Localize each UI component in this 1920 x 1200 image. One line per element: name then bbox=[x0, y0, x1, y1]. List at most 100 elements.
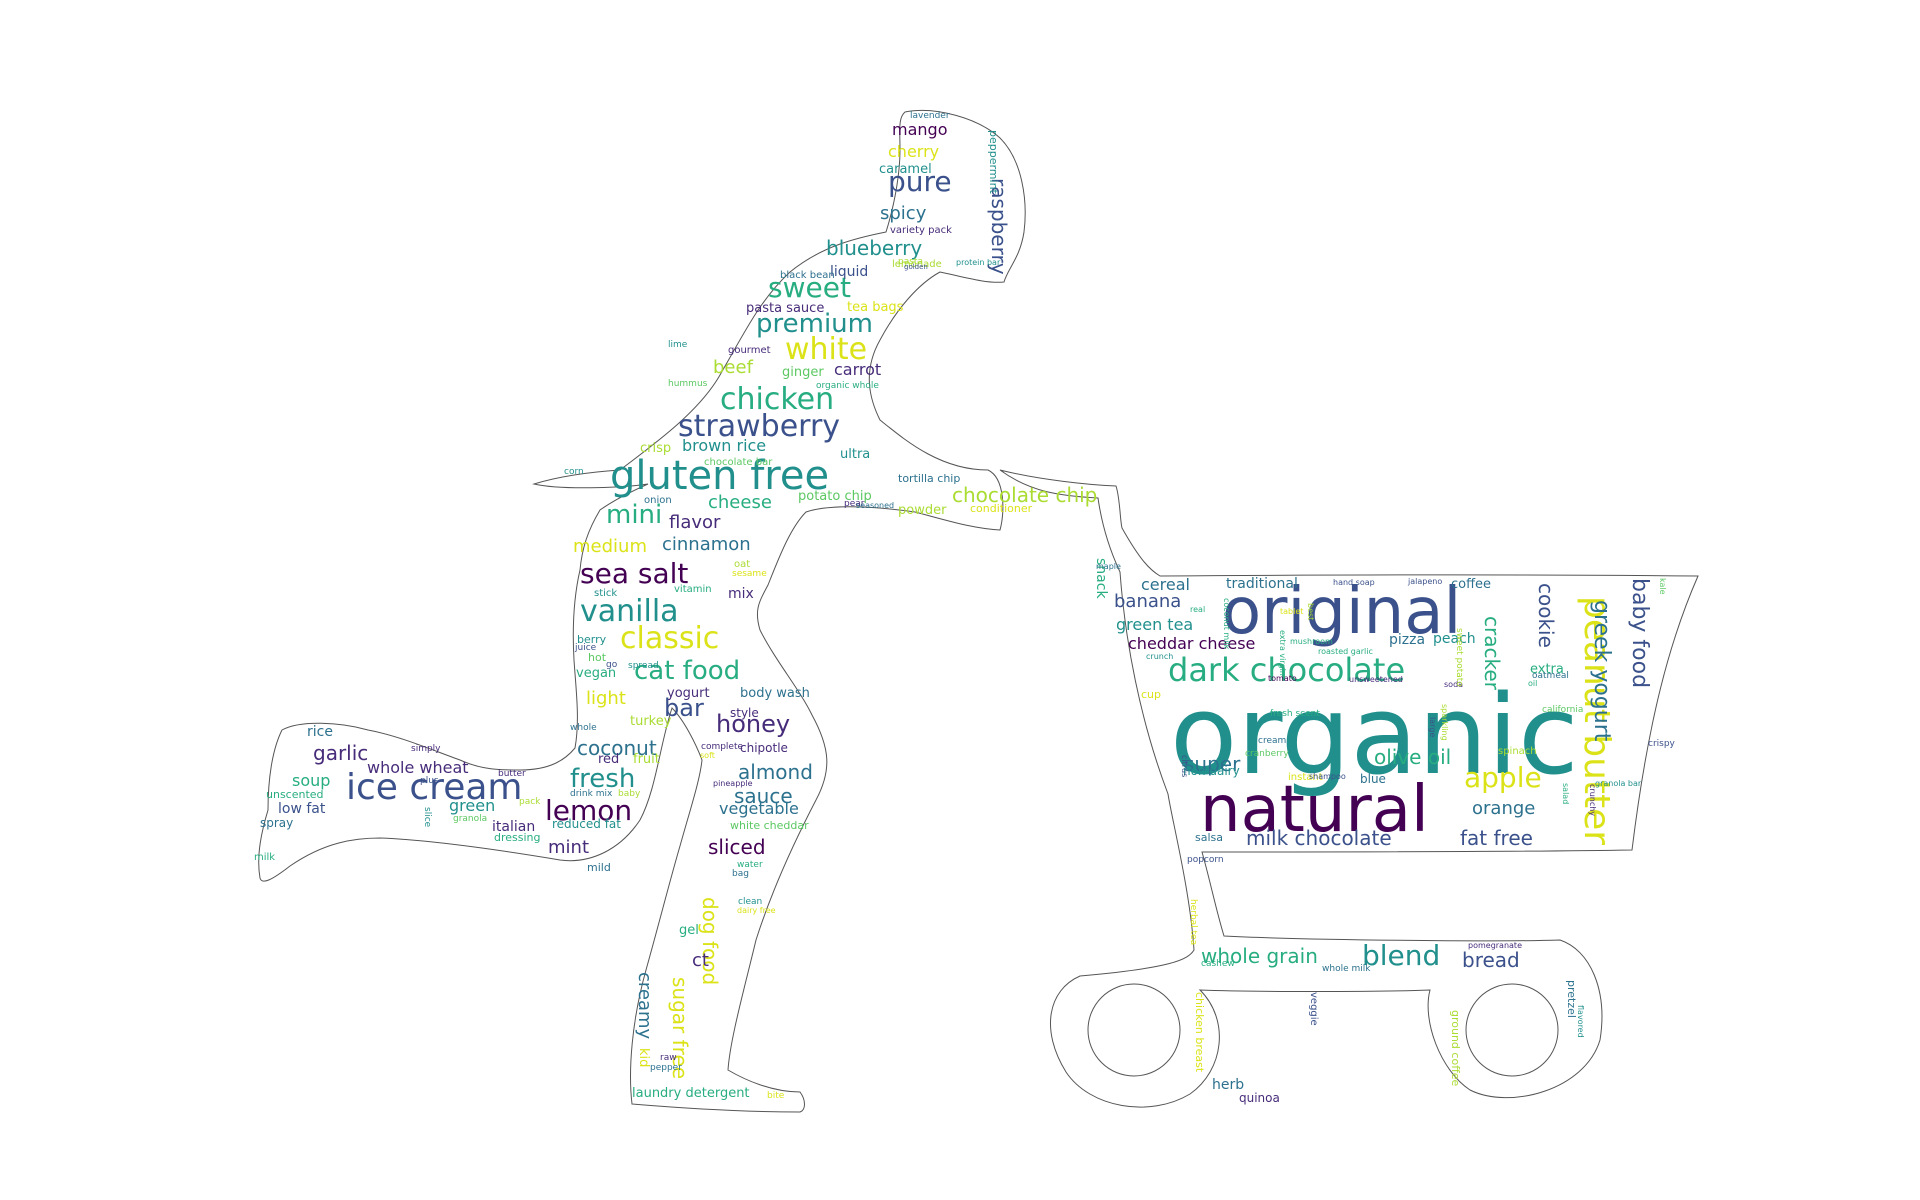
word: powder bbox=[898, 503, 947, 518]
word: veggie bbox=[1308, 992, 1319, 1026]
word: chicken breast bbox=[1193, 992, 1206, 1073]
word: beef bbox=[713, 357, 753, 378]
cart-wheel-right bbox=[1465, 983, 1559, 1077]
word: premium bbox=[756, 309, 873, 339]
word: vanilla bbox=[580, 594, 679, 629]
word: spread bbox=[628, 661, 659, 671]
word: fruit bbox=[633, 752, 660, 767]
word: herb bbox=[1212, 1077, 1245, 1093]
word: salsa bbox=[1195, 831, 1223, 844]
word: sesame bbox=[732, 569, 767, 579]
word: sparkling bbox=[1440, 704, 1449, 741]
word: flavor bbox=[669, 512, 721, 533]
word: raw bbox=[660, 1053, 677, 1063]
word: organic bbox=[1170, 671, 1579, 799]
word: original bbox=[1222, 575, 1462, 649]
word: pear bbox=[844, 499, 865, 509]
word: dairy free bbox=[737, 906, 776, 915]
word: vegan bbox=[576, 666, 617, 681]
word: vegetable bbox=[719, 799, 799, 818]
word: salad bbox=[1561, 783, 1570, 805]
word: cat food bbox=[634, 656, 741, 686]
word: vitamin bbox=[674, 584, 712, 595]
word: cream bbox=[1258, 736, 1287, 746]
word: italian bbox=[492, 819, 536, 835]
word: blueberry bbox=[826, 236, 923, 260]
word: corn bbox=[564, 467, 584, 477]
word: brown rice bbox=[682, 436, 767, 455]
word: kale bbox=[1658, 578, 1667, 595]
word: lime bbox=[668, 340, 688, 350]
word: sea salt bbox=[580, 557, 689, 590]
word: quinoa bbox=[1239, 1091, 1280, 1105]
word: fresh bbox=[570, 764, 636, 794]
word: shampoo bbox=[1309, 772, 1346, 781]
word: mint bbox=[548, 837, 590, 858]
word: crunchy bbox=[1588, 784, 1597, 817]
word: peppermint bbox=[987, 130, 1000, 194]
word: coconut bbox=[577, 736, 657, 760]
word: california bbox=[1542, 705, 1584, 715]
word: cashew bbox=[1201, 959, 1235, 969]
word: honey bbox=[716, 710, 791, 738]
word: simply bbox=[411, 744, 441, 754]
word: roasted garlic bbox=[1318, 647, 1373, 656]
word: turkey bbox=[630, 714, 672, 729]
word: mushroom bbox=[1290, 637, 1333, 646]
word: hummus bbox=[668, 379, 708, 389]
word: black bean bbox=[780, 270, 835, 281]
word: whole milk bbox=[1322, 964, 1371, 974]
word: large bbox=[1428, 717, 1437, 738]
word: creamy bbox=[634, 972, 655, 1040]
word: pineapple bbox=[713, 779, 753, 788]
word: greek yogurt bbox=[1589, 600, 1614, 742]
word: blue bbox=[1360, 772, 1386, 786]
word: hand soap bbox=[1333, 578, 1375, 587]
word: red bbox=[598, 752, 620, 767]
word: golden bbox=[904, 263, 928, 271]
word: style bbox=[730, 706, 759, 720]
cart-wheel-left bbox=[1087, 983, 1181, 1077]
word: milk chocolate bbox=[1246, 826, 1392, 850]
word: go bbox=[606, 660, 618, 670]
word: dark chocolate bbox=[1168, 651, 1406, 689]
word: variety pack bbox=[890, 225, 952, 236]
word: herbal tea bbox=[1188, 899, 1198, 946]
word: laundry detergent bbox=[632, 1086, 750, 1101]
word: reduced fat bbox=[552, 817, 621, 831]
word: cheddar cheese bbox=[1128, 634, 1256, 653]
word: whole bbox=[570, 723, 597, 733]
word: water bbox=[737, 860, 763, 870]
cart-outline bbox=[999, 469, 1699, 1108]
word: strawberry bbox=[678, 409, 841, 444]
word: berry bbox=[577, 633, 607, 646]
word: coffee bbox=[1451, 577, 1492, 592]
word: soft bbox=[700, 751, 715, 760]
word: spinach bbox=[1498, 746, 1537, 757]
word: potato chip bbox=[798, 489, 872, 504]
word: tomato bbox=[1268, 674, 1297, 683]
word: pack bbox=[519, 797, 541, 807]
word: oatmeal bbox=[1532, 671, 1569, 681]
word: kid bbox=[636, 1048, 651, 1068]
word: maple bbox=[1096, 562, 1121, 571]
word: green bbox=[449, 796, 496, 815]
word: chicken bbox=[720, 382, 835, 417]
word: medium bbox=[573, 536, 647, 557]
word: body wash bbox=[740, 686, 810, 701]
word: pasta sauce bbox=[746, 301, 825, 316]
word: dressing bbox=[494, 831, 541, 844]
word: pasta bbox=[898, 257, 923, 267]
word: juice bbox=[575, 643, 597, 653]
word: oil bbox=[1528, 679, 1538, 688]
word: stick bbox=[594, 588, 618, 599]
word: cinnamon bbox=[662, 534, 751, 555]
word: garlic bbox=[313, 741, 369, 765]
word: classic bbox=[620, 621, 720, 656]
word: chocolate bar bbox=[704, 457, 773, 468]
word: mild bbox=[587, 861, 611, 874]
word: pomegranate bbox=[1468, 941, 1522, 950]
word: ultra bbox=[840, 447, 871, 462]
word: instant bbox=[1288, 772, 1323, 783]
word: conditioner bbox=[970, 502, 1033, 515]
